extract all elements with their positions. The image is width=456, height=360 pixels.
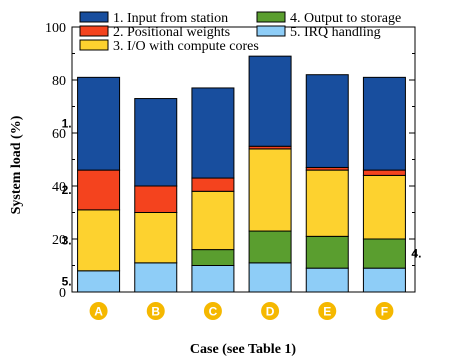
y-tick-label: 40 [52,180,66,195]
x-tick-label: C [209,305,218,319]
legend-swatch [256,25,286,37]
bar-segment [305,169,349,237]
bar-segment [134,185,178,213]
y-tick-label: 20 [52,233,66,248]
bar-segment [134,212,178,264]
category-badge [203,302,222,320]
legend-entry: 3. I/O with compute cores [113,39,259,54]
legend-entry: 2. Positional weights [113,25,230,40]
bar-segment [248,230,292,264]
bar-segment [77,270,121,293]
bar-segment [77,169,121,211]
segment-annotation: 5. [62,274,72,288]
category-badge [375,302,394,320]
x-tick-label: E [323,305,331,319]
bar-segment [305,267,349,293]
bar-segment [191,190,235,251]
bar-segment [305,74,349,168]
bar-segment [362,169,406,176]
y-tick-label: 80 [52,74,66,89]
category-badge [261,302,280,320]
segment-annotation: 4. [411,247,421,261]
x-tick-label: F [381,305,388,319]
bar-segment [191,87,235,179]
segment-annotation: 3. [62,233,72,247]
category-badge [146,302,165,320]
bar-segment [248,55,292,147]
segment-annotation: 1. [62,117,72,131]
y-tick-label: 100 [45,21,66,36]
bar-segment [191,177,235,192]
legend-swatch [79,25,109,37]
category-badge [318,302,337,320]
bar-segment [191,265,235,293]
legend-swatch [256,11,286,23]
bar-segment [77,76,121,171]
x-tick-label: B [151,305,160,319]
bar-segment [305,235,349,269]
category-badge [89,302,108,320]
segment-annotation: 2. [62,183,72,197]
bar-segment [248,262,292,293]
bar-segment [134,98,178,187]
y-tick-label: 0 [59,286,66,301]
bar-segment [362,267,406,293]
legend-swatch [79,39,109,51]
legend-entry: 4. Output to storage [290,11,401,26]
legend-entry: 1. Input from station [113,11,228,26]
bar-segment [248,148,292,232]
bar-segment [362,238,406,269]
y-axis-label: System load (%) [9,115,24,214]
x-axis-label: Case (see Table 1) [190,342,297,357]
bar-segment [362,76,406,171]
x-tick-label: A [94,305,103,319]
legend-swatch [79,11,109,23]
bar-segment [134,262,178,293]
x-tick-label: D [266,305,275,319]
bar-segment [77,209,121,272]
bar-segment [191,249,235,267]
bar-segment [362,174,406,240]
y-tick-label: 60 [52,127,66,142]
legend-entry: 5. IRQ handling [290,25,381,40]
